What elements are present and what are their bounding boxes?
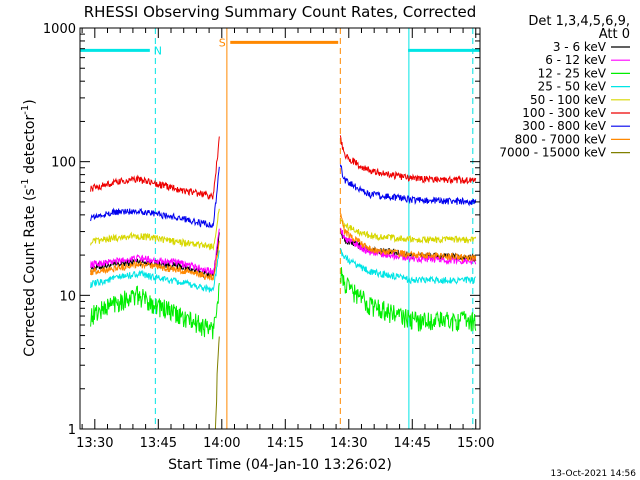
legend-entry-label: 12 - 25 keV — [538, 66, 607, 80]
x-axis-ticks: 13:30 13:45 14:00 14:15 14:30 14:45 15:00 — [76, 28, 495, 451]
series-line — [90, 136, 220, 200]
legend-subtitle: Att 0 — [599, 27, 630, 42]
series-line — [214, 336, 220, 430]
y-axis-ticks: 1 10 100 1000 — [43, 22, 480, 438]
x-tick-label: 14:00 — [203, 436, 240, 451]
series-line — [339, 213, 477, 263]
series-line — [339, 219, 477, 244]
legend-entry-label: 6 - 12 keV — [545, 53, 607, 67]
x-tick-label: 13:45 — [140, 436, 177, 451]
x-tick-label: 13:30 — [76, 436, 113, 451]
x-tick-label: 14:30 — [330, 436, 367, 451]
legend-entry-label: 800 - 7000 keV — [515, 132, 607, 146]
legend-entry-label: 25 - 50 keV — [538, 80, 607, 94]
series-lines — [90, 135, 477, 430]
legend-entry-label: 7000 - 15000 keV — [499, 146, 606, 160]
x-axis-label: Start Time (04-Jan-10 13:26:02) — [168, 457, 392, 473]
y-tick-label: 10 — [59, 289, 76, 304]
series-line — [90, 240, 220, 282]
chart-title: RHESSI Observing Summary Count Rates, Co… — [84, 3, 477, 21]
series-line — [90, 166, 220, 229]
legend-title: Det 1,3,4,5,6,9, — [528, 14, 630, 29]
series-line — [90, 208, 220, 251]
interval-bars: NS — [80, 36, 480, 57]
y-tick-label: 100 — [51, 156, 76, 171]
x-tick-label: 14:45 — [394, 436, 431, 451]
legend-entry-label: 300 - 800 keV — [522, 119, 606, 133]
y-tick-label: 1000 — [43, 22, 76, 37]
interval-lines — [154, 28, 474, 429]
series-line — [339, 267, 477, 332]
y-tick-label: 1 — [68, 423, 76, 438]
interval-bar-label: S — [219, 36, 226, 49]
legend-entry-label: 50 - 100 keV — [530, 93, 607, 107]
series-line — [90, 283, 220, 340]
series-line — [90, 228, 220, 275]
series-line — [339, 135, 477, 185]
x-tick-label: 14:15 — [267, 436, 304, 451]
series-line — [339, 247, 476, 285]
legend-entry-label: 3 - 6 keV — [553, 40, 607, 54]
series-line — [339, 164, 477, 207]
y-axis-label: Corrected Count Rate (s-1 detector-1) — [20, 99, 38, 356]
legend-entry-label: 100 - 300 keV — [522, 106, 606, 120]
series-line — [90, 250, 220, 293]
footer-timestamp: 13-Oct-2021 14:56 — [551, 469, 637, 479]
plot-frame — [79, 27, 481, 430]
x-tick-label: 15:00 — [457, 436, 494, 451]
interval-bar-label: N — [154, 44, 162, 57]
